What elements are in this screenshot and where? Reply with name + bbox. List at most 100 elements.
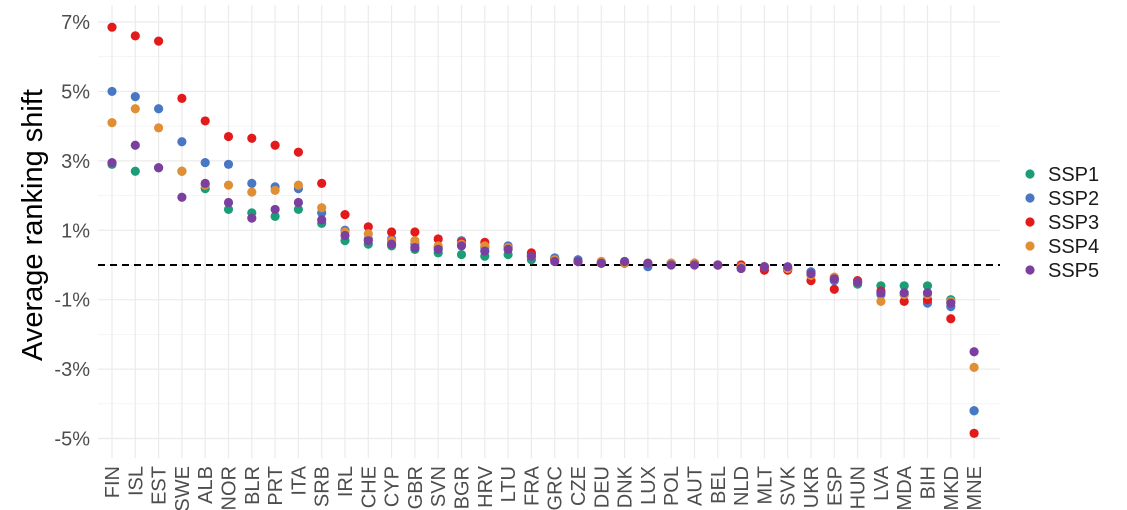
x-tick-label: BEL (708, 466, 730, 504)
data-point-ssp3-mda (899, 296, 909, 307)
legend-label-ssp4: SSP4 (1048, 236, 1099, 258)
data-point-ssp5-pol (666, 260, 676, 270)
data-point-ssp5-fin (107, 157, 117, 168)
data-point-ssp3-svn (433, 234, 443, 244)
data-point-ssp2-fin (107, 86, 117, 97)
x-tick-label: HRV (475, 465, 497, 508)
x-tick-label: EST (149, 466, 171, 505)
x-tick-label: CZE (568, 466, 590, 506)
data-point-ssp3-che (363, 222, 373, 232)
data-point-ssp1-mda (899, 281, 909, 291)
data-point-ssp3-mkd (946, 314, 956, 324)
data-point-ssp4-est (154, 123, 164, 133)
legend-swatch-ssp2 (1025, 193, 1035, 203)
data-point-ssp5-dnk (620, 256, 630, 267)
data-point-ssp5-nld (736, 263, 746, 274)
data-point-ssp5-svk (783, 262, 793, 272)
data-point-ssp4-fin (107, 118, 117, 128)
data-point-ssp5-ukr (806, 269, 816, 279)
data-point-ssp5-mlt (759, 262, 770, 272)
x-tick-label: ITA (288, 465, 310, 495)
data-point-ssp5-mne (969, 347, 979, 357)
y-tick-label: 1% (61, 220, 90, 242)
data-point-ssp5-est (154, 163, 164, 173)
data-point-ssp1-nor (223, 204, 234, 215)
data-point-ssp3-mne (969, 428, 979, 438)
data-point-ssp5-irl (340, 230, 350, 241)
legend-label-ssp2: SSP2 (1048, 188, 1099, 210)
data-point-ssp3-irl (340, 210, 350, 220)
x-tick-label: MKD (941, 466, 963, 510)
data-point-ssp5-lux (643, 258, 653, 268)
data-point-ssp5-bih (922, 288, 933, 298)
x-tick-label: MLT (754, 466, 776, 505)
data-point-ssp5-blr (247, 213, 257, 223)
x-tick-label: PRT (265, 466, 287, 506)
data-point-ssp3-est (154, 36, 164, 46)
major-gridlines (98, 5, 1000, 458)
data-point-ssp3-prt (270, 140, 280, 150)
data-point-ssp2-alb (200, 157, 210, 168)
data-points (107, 22, 979, 438)
x-tick-label: ISL (125, 466, 147, 496)
data-point-ssp2-est (154, 104, 164, 114)
x-tick-label: BIH (918, 466, 940, 499)
data-point-ssp5-hun (853, 277, 863, 287)
legend-swatch-ssp5 (1025, 265, 1035, 275)
data-point-ssp3-nor (223, 131, 234, 142)
data-point-ssp3-gbr (410, 227, 420, 237)
data-point-ssp5-cyp (387, 239, 397, 249)
data-point-ssp5-che (363, 236, 373, 246)
x-tick-label: LTU (498, 466, 520, 502)
data-point-ssp5-mkd (946, 298, 956, 308)
data-point-ssp5-swe (177, 192, 187, 202)
y-tick-label: 3% (61, 151, 90, 173)
data-point-ssp2-blr (247, 178, 257, 189)
data-point-ssp5-prt (270, 204, 280, 215)
data-point-ssp1-bih (922, 281, 933, 291)
data-point-ssp2-swe (177, 137, 187, 147)
x-tick-label: CYP (382, 466, 404, 507)
x-tick-label: FIN (102, 466, 124, 498)
y-tick-label: 5% (61, 81, 90, 103)
data-point-ssp4-isl (130, 104, 140, 114)
data-point-ssp4-blr (247, 187, 257, 197)
data-point-ssp3-fin (107, 22, 117, 32)
legend-label-ssp3: SSP3 (1048, 212, 1099, 234)
data-point-ssp3-esp (829, 284, 839, 294)
data-point-ssp5-fra (526, 251, 537, 261)
data-point-ssp5-ita (293, 197, 303, 208)
legend-swatch-ssp1 (1025, 169, 1035, 179)
x-tick-label: ALB (195, 466, 217, 504)
data-point-ssp1-isl (130, 166, 140, 176)
x-tick-label: DEU (591, 466, 613, 508)
y-tick-label: -1% (54, 290, 90, 312)
data-point-ssp4-mne (969, 362, 979, 372)
y-tick-label: -3% (54, 359, 90, 381)
x-tick-label: HUN (848, 466, 870, 509)
x-tick-label: BGR (452, 466, 474, 509)
data-point-ssp3-cyp (387, 227, 397, 237)
legend-label-ssp1: SSP1 (1048, 164, 1099, 186)
data-point-ssp5-isl (130, 140, 140, 150)
x-tick-label: LUX (638, 466, 660, 505)
data-point-ssp1-bgr (456, 249, 467, 260)
x-tick-label: AUT (685, 466, 707, 506)
data-point-ssp4-che (363, 229, 373, 239)
data-point-ssp4-nor (223, 180, 234, 190)
y-axis-ticks: 7% 5% 3% 1% -1% -3% -5% (54, 12, 90, 451)
data-point-ssp4-swe (177, 166, 187, 176)
data-point-ssp5-gbr (410, 243, 420, 253)
x-tick-label: IRL (335, 466, 357, 497)
data-point-ssp4-ita (293, 180, 303, 190)
data-point-ssp2-nor (223, 159, 234, 169)
data-point-ssp3-alb (200, 116, 210, 126)
data-point-ssp5-lva (876, 288, 886, 298)
data-point-ssp5-bel (713, 260, 723, 270)
x-tick-label: DNK (615, 465, 637, 508)
data-point-ssp5-hrv (480, 246, 490, 256)
data-point-ssp3-ita (293, 147, 303, 157)
x-axis-ticks: FIN ISL EST SWE ALB NOR BLR PRT ITA SRB IRL CHE CYP G… (102, 465, 986, 510)
